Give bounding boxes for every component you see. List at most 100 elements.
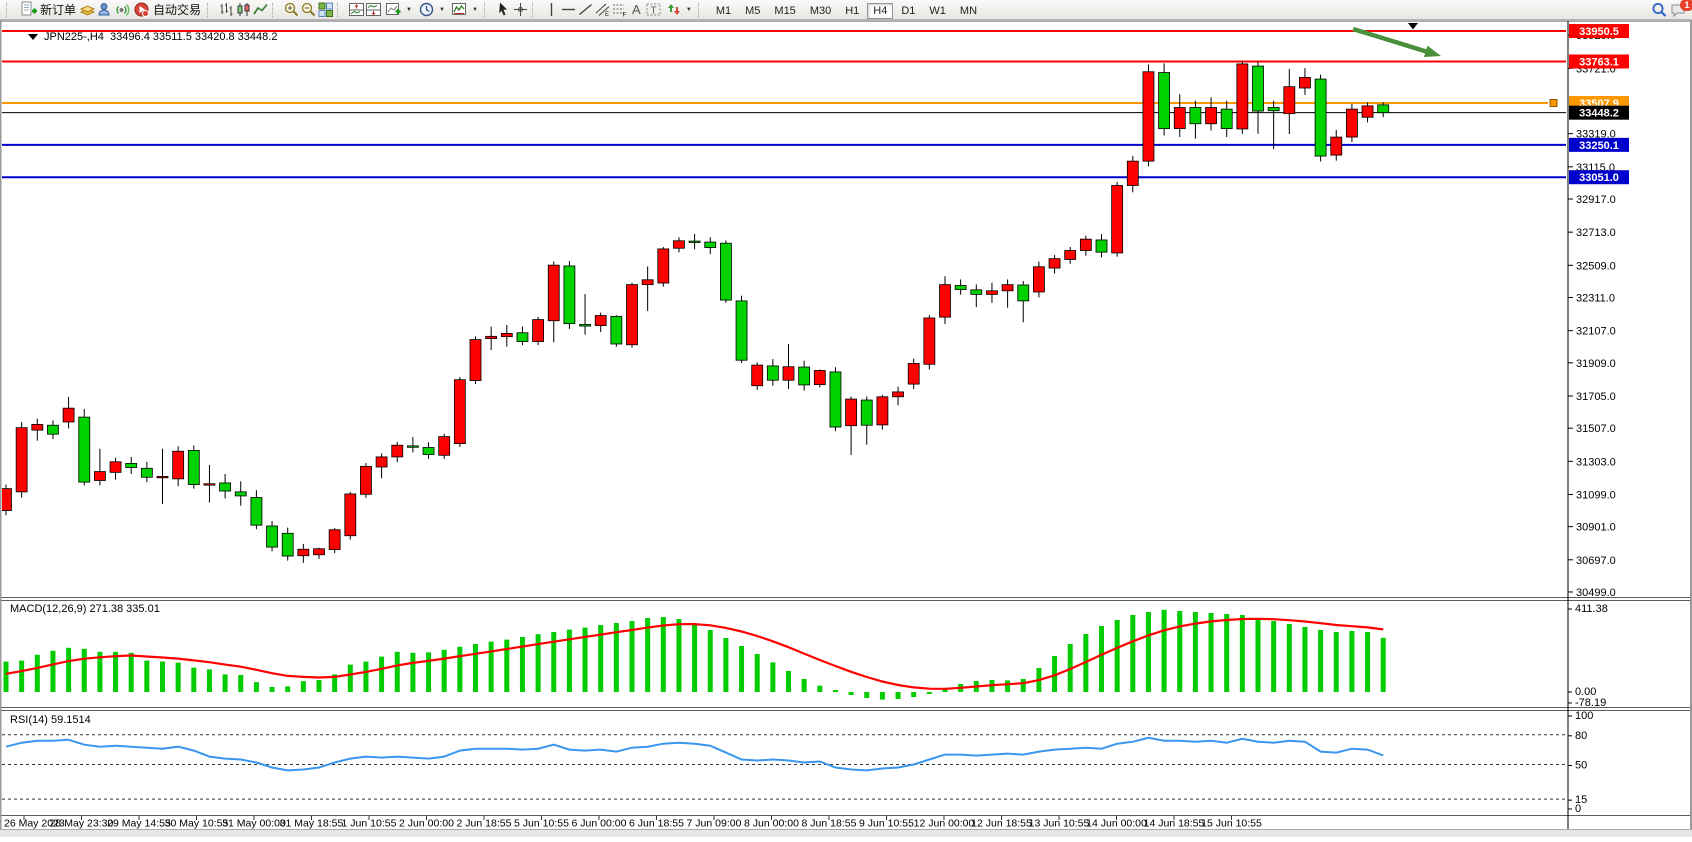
svg-text:31 May 00:00: 31 May 00:00 <box>222 818 286 830</box>
new-order-label: 新订单 <box>40 3 77 17</box>
svg-text:14 Jun 18:55: 14 Jun 18:55 <box>1144 818 1205 830</box>
arrows-tool-button[interactable]: ▼ <box>662 1 695 19</box>
fibonacci-tool-icon[interactable]: F <box>611 1 628 18</box>
svg-text:28 May 23:30: 28 May 23:30 <box>50 818 114 830</box>
svg-text:-78.19: -78.19 <box>1575 697 1606 709</box>
tile-windows-icon[interactable] <box>317 1 334 18</box>
toolbar-grip <box>272 2 280 17</box>
svg-text:32107.0: 32107.0 <box>1576 326 1616 338</box>
bar-chart-type-icon[interactable] <box>218 1 235 18</box>
add-indicator-button[interactable]: ▼ <box>382 1 415 19</box>
chart-symbol-period: JPN225-,H4 <box>44 31 104 43</box>
timeframe-buttons: M1 M5 M15 M30 H1 H4 D1 W1 MN <box>709 1 984 19</box>
svg-text:31705.0: 31705.0 <box>1576 391 1616 403</box>
toolbar-grip <box>6 2 14 17</box>
toolbar-grip <box>697 2 706 17</box>
text-label-tool-icon[interactable]: T <box>645 1 662 18</box>
dropdown-caret-icon: ▼ <box>406 6 412 13</box>
line-chart-type-icon[interactable] <box>252 1 269 18</box>
auto-trading-button[interactable]: 自动交易 <box>130 1 204 19</box>
toolbar-grip <box>483 2 492 17</box>
crosshair-icon[interactable] <box>512 1 529 18</box>
rsi-indicator-label: RSI(14) 59.1514 <box>10 714 91 726</box>
dropdown-caret-icon: ▼ <box>685 6 692 13</box>
svg-text:5 Jun 10:55: 5 Jun 10:55 <box>514 818 569 830</box>
macd-indicator-label: MACD(12,26,9) 271.38 335.01 <box>10 603 160 615</box>
svg-text:12 Jun 18:55: 12 Jun 18:55 <box>971 818 1032 830</box>
timeframe-M15[interactable]: M15 <box>774 4 796 17</box>
signal-icon[interactable] <box>113 1 130 18</box>
svg-text:9 Jun 10:55: 9 Jun 10:55 <box>859 818 914 830</box>
chart-template-button[interactable]: ▼ <box>448 1 481 19</box>
timeframe-M1[interactable]: M1 <box>715 4 732 17</box>
svg-text:13 Jun 10:55: 13 Jun 10:55 <box>1029 818 1090 830</box>
period-clock-button[interactable]: ▼ <box>415 1 448 19</box>
svg-text:32917.0: 32917.0 <box>1576 194 1616 206</box>
svg-text:29 May 14:55: 29 May 14:55 <box>107 818 171 830</box>
svg-text:8 Jun 00:00: 8 Jun 00:00 <box>744 818 799 830</box>
auto-trading-label: 自动交易 <box>153 3 202 17</box>
toolbar-grip <box>337 2 345 17</box>
market-watch-icon[interactable] <box>79 1 96 18</box>
svg-text:14 Jun 00:00: 14 Jun 00:00 <box>1086 818 1147 830</box>
svg-text:50: 50 <box>1575 760 1587 772</box>
vertical-line-tool-icon[interactable] <box>543 1 560 18</box>
svg-text:31 May 18:55: 31 May 18:55 <box>280 818 344 830</box>
svg-text:7 Jun 09:00: 7 Jun 09:00 <box>687 818 742 830</box>
zoom-in-icon[interactable] <box>283 1 300 18</box>
zoom-out-icon[interactable] <box>300 1 317 18</box>
svg-text:80: 80 <box>1575 730 1587 742</box>
template-icon <box>451 1 468 18</box>
new-order-button[interactable]: 新订单 <box>17 1 79 19</box>
dropdown-caret-icon: ▼ <box>471 6 478 13</box>
toolbar: 新订单 自动交易 ▼ <box>0 0 1692 20</box>
svg-text:6 Jun 18:55: 6 Jun 18:55 <box>629 818 684 830</box>
svg-text:A: A <box>632 2 641 17</box>
dropdown-caret-icon: ▼ <box>438 6 445 13</box>
new-order-icon <box>20 1 37 18</box>
svg-text:100: 100 <box>1575 710 1593 722</box>
indicator-window-up-icon[interactable] <box>348 1 365 18</box>
horizontal-line-tool-icon[interactable] <box>560 1 577 18</box>
svg-text:30697.0: 30697.0 <box>1576 555 1616 567</box>
svg-text:31909.0: 31909.0 <box>1576 358 1616 370</box>
svg-text:33319.0: 33319.0 <box>1576 129 1616 141</box>
svg-text:30 May 10:55: 30 May 10:55 <box>165 818 229 830</box>
svg-text:31303.0: 31303.0 <box>1576 456 1616 468</box>
svg-text:F: F <box>622 12 626 19</box>
svg-text:0: 0 <box>1575 803 1581 815</box>
trendline-tool-icon[interactable] <box>577 1 594 18</box>
svg-text:0.00: 0.00 <box>1575 686 1596 698</box>
svg-text:31507.0: 31507.0 <box>1576 423 1616 435</box>
timeframe-H4[interactable]: H4 <box>867 2 894 19</box>
svg-text:2 Jun 18:55: 2 Jun 18:55 <box>457 818 512 830</box>
svg-text:15: 15 <box>1575 794 1587 806</box>
svg-text:32311.0: 32311.0 <box>1576 292 1615 304</box>
chart-title: JPN225-,H4 33496.4 33511.5 33420.8 33448… <box>28 31 277 43</box>
toolbar-grip <box>531 2 540 17</box>
svg-text:33950.5: 33950.5 <box>1579 26 1619 38</box>
notifications-button[interactable]: 1 <box>1667 0 1692 18</box>
text-tool-icon[interactable]: A <box>628 1 645 18</box>
timeframe-M5[interactable]: M5 <box>745 4 761 17</box>
svg-text:15 Jun 10:55: 15 Jun 10:55 <box>1201 818 1262 830</box>
indicator-window-down-icon[interactable] <box>365 1 382 18</box>
candlestick-chart-type-icon[interactable] <box>235 1 252 18</box>
svg-text:6 Jun 00:00: 6 Jun 00:00 <box>572 818 627 830</box>
arrows-tool-icon <box>665 1 682 18</box>
toolbar-grip <box>207 2 215 17</box>
data-window-icon[interactable] <box>96 1 113 18</box>
equidistant-channel-tool-icon[interactable]: E <box>594 1 611 18</box>
svg-text:30499.0: 30499.0 <box>1576 587 1616 599</box>
search-icon[interactable] <box>1650 1 1667 18</box>
timeframe-W1[interactable]: W1 <box>929 4 946 17</box>
svg-text:26 May 2023: 26 May 2023 <box>4 818 65 830</box>
timeframe-D1[interactable]: D1 <box>901 4 916 17</box>
timeframe-M30[interactable]: M30 <box>809 4 832 17</box>
timeframe-H1[interactable]: H1 <box>845 4 860 17</box>
timeframe-MN[interactable]: MN <box>959 4 978 17</box>
svg-text:31099.0: 31099.0 <box>1576 489 1616 501</box>
auto-trading-icon <box>133 1 150 18</box>
cursor-icon[interactable] <box>495 1 512 18</box>
